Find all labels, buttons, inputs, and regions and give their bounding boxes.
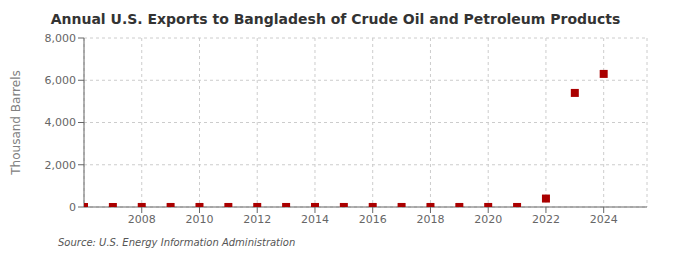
html-text:Annual U.S. Exports to Banglad: Annual U.S. Exports to Bangladesh of Cru… bbox=[50, 11, 621, 27]
svg-text:8,000: 8,000 bbox=[45, 32, 77, 45]
html-text:Source: U.S. Energy Informatio: Source: U.S. Energy Information Administ… bbox=[58, 237, 296, 248]
svg-text:2012: 2012 bbox=[243, 213, 271, 226]
svg-text:2018: 2018 bbox=[416, 213, 444, 226]
svg-text:2014: 2014 bbox=[301, 213, 329, 226]
svg-text:2022: 2022 bbox=[532, 213, 560, 226]
svg-text:4,000: 4,000 bbox=[45, 116, 77, 129]
svg-text:2,000: 2,000 bbox=[45, 159, 77, 172]
svg-text:2016: 2016 bbox=[359, 213, 387, 226]
svg-text:Thousand Barrels: Thousand Barrels bbox=[9, 70, 23, 175]
svg-text:0: 0 bbox=[69, 201, 76, 214]
svg-text:2008: 2008 bbox=[128, 213, 156, 226]
svg-text:2020: 2020 bbox=[474, 213, 502, 226]
svg-text:6,000: 6,000 bbox=[45, 74, 77, 87]
svg-text:2024: 2024 bbox=[590, 213, 618, 226]
svg-text:2010: 2010 bbox=[185, 213, 213, 226]
